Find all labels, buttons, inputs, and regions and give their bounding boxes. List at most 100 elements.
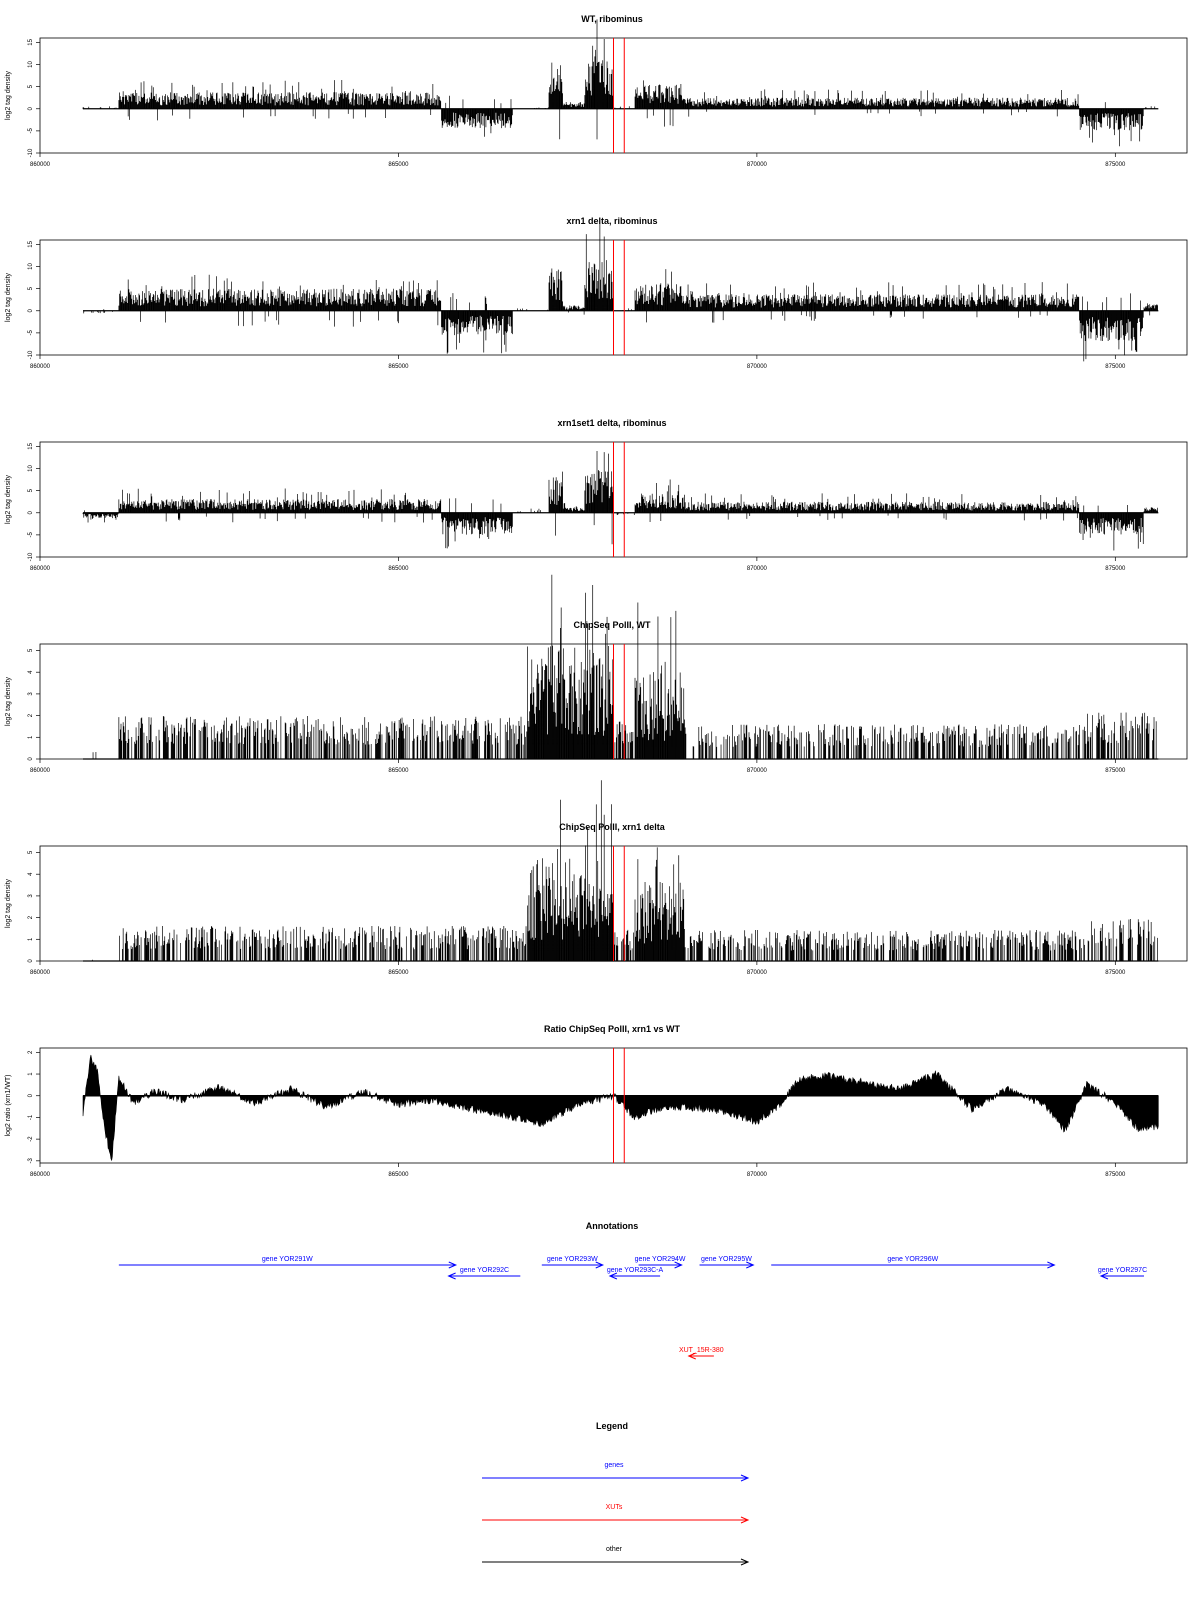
y-tick-label: 1 xyxy=(28,735,34,739)
signal-bars xyxy=(82,450,1158,551)
arrow-head xyxy=(687,1352,696,1360)
arrow-head xyxy=(674,1261,683,1269)
y-tick-label: 1 xyxy=(28,937,34,941)
y-tick-label: -2 xyxy=(28,1136,34,1142)
track-panel: xrn1 delta, ribominus -10 -5 0 5 10 15 log2 tag… xyxy=(5,216,1188,370)
arrow-head xyxy=(595,1261,605,1269)
annotations-title: Annotations xyxy=(586,1221,639,1231)
feature-gene: gene YOR296W xyxy=(771,1256,1056,1269)
arrow-head xyxy=(608,1272,618,1280)
signal-bars xyxy=(82,19,1156,147)
x-tick-label: 860000 xyxy=(30,970,51,976)
y-tick-label: 5 xyxy=(28,84,34,88)
y-axis-label: log2 tag density xyxy=(5,474,12,524)
x-tick-label: 865000 xyxy=(388,162,409,168)
track-panel: WT, ribominus -10 -5 0 5 10 15 log2 tag density… xyxy=(5,14,1188,168)
y-tick-label: 0 xyxy=(28,1093,34,1097)
panel-title: WT, ribominus xyxy=(581,14,643,24)
x-tick-label: 865000 xyxy=(388,970,409,976)
track-panel: Ratio ChipSeq PolII, xrn1 vs WT -3 -2 -1 0 1 2… xyxy=(5,1024,1188,1178)
feature-gene: gene YOR295W xyxy=(699,1256,755,1269)
y-tick-label: -10 xyxy=(28,148,34,157)
track-panel: ChipSeq PolII, xrn1 delta 0 1 2 3 4 5 log2 tag … xyxy=(5,780,1188,976)
x-tick-label: 860000 xyxy=(30,162,51,168)
x-tick-label: 870000 xyxy=(747,364,768,370)
feature-label: gene YOR291W xyxy=(262,1256,313,1263)
x-tick-label: 860000 xyxy=(30,768,51,774)
legend-arrow-head xyxy=(740,1516,750,1524)
x-tick-label: 875000 xyxy=(1105,970,1126,976)
legend-arrow-head xyxy=(740,1558,750,1566)
feature-xut: XUT_15R-380 xyxy=(679,1347,724,1360)
x-tick-label: 865000 xyxy=(388,1172,409,1178)
y-axis-label: log2 tag density xyxy=(5,878,12,928)
y-tick-label: -3 xyxy=(28,1158,34,1164)
x-tick-label: 875000 xyxy=(1105,162,1126,168)
panel-title: xrn1 delta, ribominus xyxy=(566,216,657,226)
signal-bars xyxy=(83,223,1158,362)
legend-entry: XUTs xyxy=(482,1504,750,1524)
y-axis-label: log2 tag density xyxy=(5,70,12,120)
y-tick-label: 2 xyxy=(28,1050,34,1054)
x-tick-label: 860000 xyxy=(30,364,51,370)
arrow-head xyxy=(447,1272,456,1280)
y-tick-label: 3 xyxy=(28,894,34,898)
x-tick-label: 865000 xyxy=(388,364,409,370)
panel-title: xrn1set1 delta, ribominus xyxy=(557,418,666,428)
x-tick-label: 875000 xyxy=(1105,566,1126,572)
y-axis-label: log2 ratio (xrn1/WT) xyxy=(5,1075,12,1137)
x-tick-label: 870000 xyxy=(747,970,768,976)
y-tick-label: 2 xyxy=(28,915,34,919)
panel-title: Ratio ChipSeq PolII, xrn1 vs WT xyxy=(544,1024,681,1034)
x-tick-label: 870000 xyxy=(747,1172,768,1178)
y-axis-label: log2 tag density xyxy=(5,272,12,322)
y-tick-label: 4 xyxy=(28,670,34,674)
arrow-head xyxy=(1099,1272,1109,1280)
arrow-head xyxy=(1047,1261,1056,1269)
x-tick-label: 870000 xyxy=(747,768,768,774)
signal-bars xyxy=(91,780,1158,961)
y-axis-label: log2 tag density xyxy=(5,676,12,726)
feature-label: gene YOR297C xyxy=(1098,1267,1147,1274)
panel-title: ChipSeq PolII, xrn1 delta xyxy=(559,822,666,832)
y-tick-label: 5 xyxy=(28,648,34,652)
y-tick-label: 3 xyxy=(28,692,34,696)
signal-bars-path xyxy=(82,19,1156,147)
track-panel: xrn1set1 delta, ribominus -10 -5 0 5 10 15 log2… xyxy=(5,418,1188,572)
feature-label: XUT_15R-380 xyxy=(679,1347,724,1354)
x-tick-label: 875000 xyxy=(1105,768,1126,774)
legend-label: other xyxy=(606,1546,623,1553)
signal-bars-path xyxy=(82,450,1158,551)
annotation-track: Annotations gene YOR291W gene YOR292C gene… xyxy=(118,1221,1147,1360)
x-tick-label: 865000 xyxy=(388,566,409,572)
y-tick-label: 0 xyxy=(28,106,34,110)
x-tick-label: 870000 xyxy=(747,566,768,572)
x-tick-label: 860000 xyxy=(30,1172,51,1178)
feature-label: gene YOR294W xyxy=(635,1256,686,1263)
arrow-head xyxy=(448,1261,458,1269)
feature-gene: gene YOR297C xyxy=(1098,1267,1147,1280)
legend-label: genes xyxy=(604,1462,624,1469)
feature-gene: gene YOR293C-A xyxy=(607,1267,663,1280)
y-tick-label: 15 xyxy=(28,442,34,449)
y-tick-label: -1 xyxy=(28,1114,34,1120)
y-tick-label: -10 xyxy=(28,350,34,359)
legend-arrow-head xyxy=(740,1474,750,1482)
y-tick-label: -5 xyxy=(28,128,34,134)
x-tick-label: 865000 xyxy=(388,768,409,774)
signal-bars-path xyxy=(91,780,1158,961)
feature-label: gene YOR296W xyxy=(887,1256,938,1263)
x-tick-label: 875000 xyxy=(1105,364,1126,370)
feature-gene: gene YOR294W xyxy=(635,1256,686,1269)
track-panel: ChipSeq PolII, WT 0 1 2 3 4 5 log2 tag density 8… xyxy=(5,574,1188,774)
arrow-head xyxy=(746,1261,755,1269)
y-tick-label: 2 xyxy=(28,713,34,717)
feature-gene: gene YOR293W xyxy=(541,1256,605,1269)
legend-entry: other xyxy=(482,1546,750,1566)
y-tick-label: 10 xyxy=(28,465,34,472)
y-tick-label: 15 xyxy=(28,240,34,247)
x-tick-label: 875000 xyxy=(1105,1172,1126,1178)
y-tick-label: 4 xyxy=(28,872,34,876)
